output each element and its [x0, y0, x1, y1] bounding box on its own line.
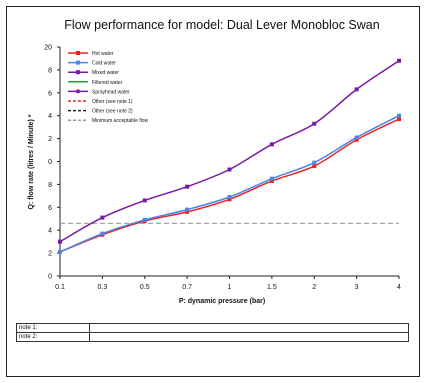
legend-item: Minimum acceptable flow	[68, 118, 149, 124]
legend: Hot water Cold water Mixed water Filtered w…	[68, 51, 149, 124]
y-tick-label: 0	[48, 274, 52, 281]
y-tick-label: 4	[48, 113, 52, 120]
legend-item: Other (see note 1)	[68, 99, 133, 105]
x-tick-label: 4	[397, 284, 401, 291]
data-point	[269, 176, 274, 181]
series-line-hot-water	[59, 118, 400, 253]
x-tick-label: 1.5	[267, 284, 277, 291]
data-point	[185, 207, 190, 212]
legend-label: Other (see note 1)	[92, 99, 133, 105]
data-point	[100, 231, 105, 236]
legend-label: Other (see note 2)	[92, 109, 133, 115]
data-point	[312, 121, 317, 126]
data-point	[227, 194, 232, 199]
legend-label: Filtered water	[92, 80, 123, 86]
x-tick-label: 0.3	[98, 284, 108, 291]
y-tick-label: 8	[48, 182, 52, 189]
x-tick-label: 0.1	[55, 284, 65, 291]
data-point	[354, 137, 359, 142]
x-tick-label: 0.7	[182, 284, 192, 291]
chart-title: Flow performance for model: Dual Lever M…	[64, 18, 379, 32]
note-1-label: note 1:	[16, 323, 90, 333]
legend-item: Other (see note 2)	[68, 109, 133, 115]
legend-item: Hot water	[68, 51, 114, 57]
legend-swatch-marker	[76, 60, 80, 65]
data-point	[269, 142, 274, 147]
x-tick-label: 2	[312, 284, 316, 291]
notes-table: note 1: note 2:	[16, 323, 409, 342]
data-point	[185, 184, 190, 189]
x-tick-label: 0.5	[140, 284, 150, 291]
data-point	[312, 160, 317, 165]
data-point	[58, 249, 62, 254]
data-point	[397, 58, 401, 63]
legend-item: Cold water	[68, 60, 116, 67]
legend-item: Mixed water	[68, 70, 119, 76]
data-point	[185, 209, 190, 214]
data-point	[142, 198, 147, 203]
y-tick-label: 8	[48, 67, 52, 74]
legend-label: Sprayhead water	[92, 89, 130, 95]
x-axis-label: P: dynamic pressure (bar)	[179, 298, 265, 305]
note-2-label: note 2:	[16, 332, 90, 342]
legend-item: Sprayhead water	[68, 89, 130, 95]
chart-frame	[6, 6, 420, 377]
note-2-text[interactable]	[89, 332, 409, 342]
data-point	[397, 117, 401, 122]
data-point	[397, 113, 401, 118]
data-point	[142, 217, 147, 222]
note-row-2: note 2:	[16, 332, 409, 342]
plot-area: 0 2 4 6 8 0 2 4 6 8 20 0.1 0.3 0.5 0.7 1 1.5 2 3 4	[44, 45, 401, 292]
x-tick-label: 1	[228, 284, 232, 291]
y-tick-label: 2	[48, 136, 52, 143]
data-point	[354, 87, 359, 92]
legend-label: Mixed water	[92, 70, 119, 76]
note-row-1: note 1:	[16, 323, 409, 333]
data-point	[269, 178, 274, 183]
y-tick-label: 20	[44, 45, 52, 52]
y-tick-label: 6	[48, 205, 52, 212]
y-tick-label: 2	[48, 251, 52, 258]
series-line-mixed-water	[59, 60, 400, 243]
note-1-text[interactable]	[89, 323, 409, 333]
legend-swatch-marker	[76, 70, 80, 75]
legend-swatch-marker	[76, 89, 80, 94]
data-point	[58, 239, 62, 244]
legend-swatch-marker	[76, 51, 80, 55]
y-axis-label: Q: flow rate (litres / Minute) *	[28, 114, 35, 209]
data-point	[227, 197, 232, 202]
x-tick-label: 3	[355, 284, 359, 291]
data-point	[227, 167, 232, 172]
y-tick-label: 6	[48, 90, 52, 97]
y-tick-label: 0	[48, 159, 52, 166]
data-point	[354, 135, 359, 140]
data-point	[100, 215, 105, 220]
legend-label: Hot water	[92, 51, 114, 57]
y-tick-label: 4	[48, 228, 52, 235]
legend-item: Filtered water	[68, 80, 123, 86]
data-point	[312, 164, 317, 169]
legend-label: Minimum acceptable flow	[92, 118, 149, 124]
legend-label: Cold water	[92, 61, 116, 67]
